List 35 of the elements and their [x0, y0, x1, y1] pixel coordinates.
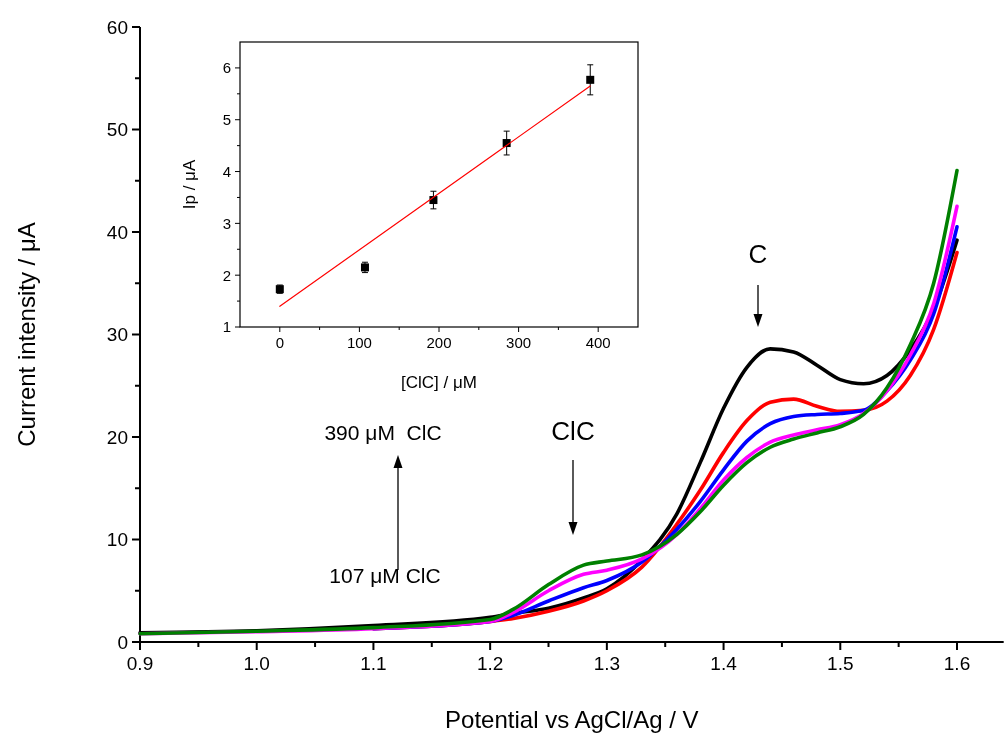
x-tick-label: 100 — [346, 334, 372, 351]
y-tick-label: 20 — [106, 426, 128, 448]
x-axis-title: [ClC] / μM — [401, 373, 477, 392]
x-tick-label: 1.1 — [360, 653, 387, 674]
y-tick-label: 1 — [222, 318, 231, 336]
annotation: ClC — [551, 416, 595, 446]
point — [586, 75, 595, 84]
x-tick-label: 0.9 — [126, 653, 154, 674]
y-tick-label: 40 — [106, 221, 128, 243]
x-tick-label: 400 — [585, 334, 611, 351]
x-axis-title: Potential vs AgCl/Ag / V — [445, 706, 699, 733]
y-tick-label: 4 — [222, 162, 231, 180]
y-tick-label: 0 — [117, 631, 128, 653]
annotation: C — [748, 239, 768, 269]
y-tick-label: 50 — [106, 119, 128, 141]
x-tick-label: 200 — [426, 334, 452, 351]
x-tick-label: 0 — [275, 334, 284, 351]
x-tick-label: 1.4 — [710, 653, 738, 674]
y-tick-label: 3 — [222, 214, 231, 232]
x-tick-label: 1.6 — [943, 653, 971, 674]
annotation: 390 μM ClC — [324, 421, 442, 444]
y-tick-label: 10 — [106, 529, 128, 551]
x-tick-label: 300 — [506, 334, 532, 351]
y-axis-title: Ip / μA — [180, 159, 199, 210]
x-tick-label: 1.3 — [593, 653, 621, 674]
y-tick-label: 60 — [106, 16, 128, 38]
y-tick-label: 6 — [222, 59, 231, 77]
x-tick-label: 1.2 — [476, 653, 504, 674]
y-tick-label: 30 — [106, 324, 128, 346]
x-tick-label: 1.0 — [243, 653, 270, 674]
y-tick-label: 2 — [222, 266, 231, 284]
x-tick-label: 1.5 — [827, 653, 854, 674]
y-tick-label: 5 — [222, 111, 231, 129]
y-axis-title: Current intensity / μA — [13, 222, 40, 447]
annotation: 107 μM ClC — [329, 564, 441, 587]
